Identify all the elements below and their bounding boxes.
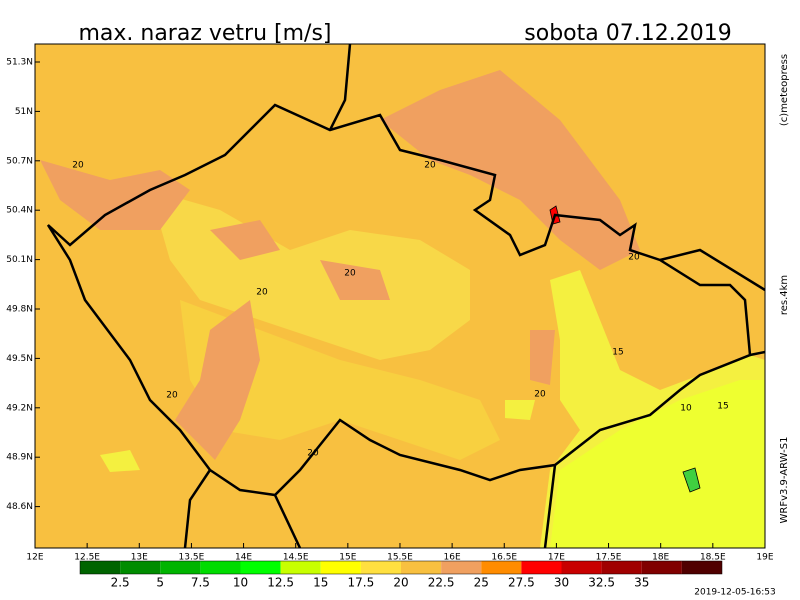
lat-label: 50.4N [6, 206, 33, 216]
colorbar-swatch [200, 561, 241, 574]
lon-label: 15.5E [387, 553, 413, 563]
contour-label: 20 [628, 253, 640, 263]
contour-label: 20 [534, 390, 546, 400]
colorbar-label: 5 [156, 576, 164, 590]
copyright: (c)meteopress [779, 54, 790, 126]
colorbar-label: 12.5 [267, 576, 294, 590]
colorbar-label: 17.5 [348, 576, 375, 590]
colorbar-label: 7.5 [191, 576, 210, 590]
timestamp: 2019-12-05-16:53 [694, 588, 776, 598]
colorbar-swatch [240, 561, 281, 574]
field-region [682, 467, 701, 493]
country-border [183, 44, 765, 548]
colorbar-swatch [160, 561, 201, 574]
colorbar-swatch [441, 561, 482, 574]
colorbar-label: 20 [393, 576, 408, 590]
colorbar-swatch [561, 561, 602, 574]
lat-label: 50.1N [6, 255, 33, 265]
field-region [210, 220, 555, 385]
field-region [380, 70, 640, 270]
lon-label: 17.5E [596, 553, 622, 563]
lon-label: 13.5E [179, 553, 205, 563]
contour-label: 20 [166, 391, 178, 401]
date: sobota 07.12.2019 [524, 21, 731, 46]
lat-label: 48.6N [6, 502, 33, 512]
colorbar-swatch [120, 561, 161, 574]
lat-label: 50.7N [6, 156, 33, 166]
lat-label: 51.3N [6, 58, 33, 68]
colorbar-label: 32.5 [588, 576, 615, 590]
contour-label: 20 [344, 269, 356, 279]
colorbar-label: 2.5 [111, 576, 130, 590]
contour-label: 20 [72, 161, 84, 171]
colorbar-swatch [360, 561, 401, 574]
lat-label: 49.5N [6, 354, 33, 364]
colorbar-swatch [280, 561, 321, 574]
colorbar-label: 15 [313, 576, 328, 590]
resolution: res.4km [779, 275, 790, 315]
lon-label: 17E [548, 553, 565, 563]
field-region [175, 300, 260, 460]
lon-label: 16.5E [491, 553, 517, 563]
colorbar-swatch [521, 561, 562, 574]
colorbar-label: 35 [634, 576, 649, 590]
contour-label: 20 [424, 161, 436, 171]
field-region [40, 160, 190, 230]
lat-label: 48.9N [6, 453, 33, 463]
colorbar-label: 25 [474, 576, 489, 590]
lon-label: 18.5E [700, 553, 726, 563]
colorbar-swatch [681, 561, 722, 574]
colorbar-swatch [641, 561, 682, 574]
lon-label: 12.5E [74, 553, 100, 563]
contour-label: 20 [256, 288, 268, 298]
contour-label: 15 [612, 348, 623, 358]
lon-label: 16E [444, 553, 461, 563]
model: WRFv3.9-ARW-S1 [779, 437, 790, 524]
colorbar-frame [79, 560, 723, 575]
map-area [34, 43, 766, 549]
contour-label: 15 [717, 402, 728, 412]
lat-label: 49.8N [6, 305, 33, 315]
country-border [46, 103, 752, 497]
colorbar-label: 10 [233, 576, 248, 590]
lon-label: 13E [131, 553, 148, 563]
field-region [180, 300, 500, 460]
colorbar-swatch [601, 561, 642, 574]
colorbar-swatch [80, 561, 121, 574]
colorbar-label: 22.5 [428, 576, 455, 590]
colorbar-swatch [481, 561, 522, 574]
lon-label: 15E [339, 553, 356, 563]
lat-label: 51N [15, 107, 33, 117]
lon-label: 14.5E [283, 553, 309, 563]
colorbar-swatch [320, 561, 361, 574]
lon-label: 18E [652, 553, 669, 563]
contour-label: 20 [307, 449, 319, 459]
field-region [550, 380, 765, 548]
lon-label: 19E [756, 553, 773, 563]
lon-label: 14E [235, 553, 252, 563]
colorbar-label: 27.5 [508, 576, 535, 590]
contour-label: 10 [680, 404, 692, 414]
lon-label: 12E [26, 553, 43, 563]
colorbar-swatch [401, 561, 442, 574]
lat-label: 49.2N [6, 403, 33, 413]
colorbar-label: 30 [554, 576, 569, 590]
title: max. naraz vetru [m/s] [78, 21, 331, 46]
